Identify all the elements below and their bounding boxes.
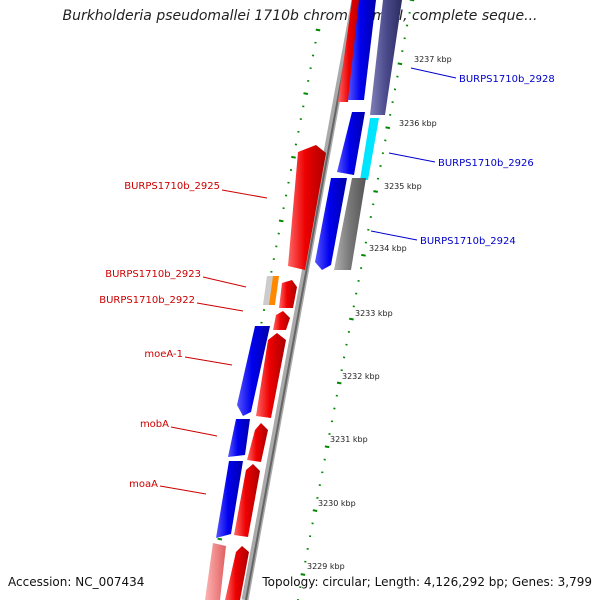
gene-BURPS1710b_2928[interactable] xyxy=(370,0,402,115)
gene-bottom-pink[interactable] xyxy=(205,543,226,600)
gene-red-mid[interactable] xyxy=(247,423,268,462)
topology-summary: Topology: circular; Length: 4,126,292 bp… xyxy=(262,575,592,589)
tick-mark xyxy=(324,445,330,449)
gene-label-mobA[interactable]: mobA xyxy=(140,419,169,430)
kbp-label: 3237 kbp xyxy=(414,55,452,64)
gene-mobA[interactable] xyxy=(228,419,250,457)
tick-mark xyxy=(397,62,403,66)
gene-BURPS1710b_2926[interactable] xyxy=(360,118,379,180)
kbp-label: 3231 kbp xyxy=(330,435,368,444)
kbp-label: 3235 kbp xyxy=(384,182,422,191)
gene-label-BURPS1710b_2928[interactable]: BURPS1710b_2928 xyxy=(459,74,555,85)
left-gene-labels: BURPS1710b_2925 BURPS1710b_2923 BURPS171… xyxy=(99,181,268,495)
gene-BURPS1710b_2924-blue[interactable] xyxy=(315,178,347,270)
tick-mark xyxy=(303,92,309,95)
tick-mark xyxy=(291,155,296,159)
tick-mark xyxy=(349,317,354,321)
kbp-label: 3229 kbp xyxy=(307,562,345,571)
gene-label-BURPS1710b_2925[interactable]: BURPS1710b_2925 xyxy=(124,181,220,192)
tick-mark xyxy=(312,509,318,512)
tick-mark xyxy=(315,28,321,32)
gene-moaA[interactable] xyxy=(216,461,243,538)
gene-label-BURPS1710b_2923[interactable]: BURPS1710b_2923 xyxy=(105,269,201,280)
gene-red-long[interactable] xyxy=(256,333,286,418)
tick-mark xyxy=(336,381,342,385)
kbp-scale: 3237 kbp 3236 kbp 3235 kbp 3234 kbp 3233… xyxy=(307,55,452,571)
right-gene-labels: BURPS1710b_2928 BURPS1710b_2926 BURPS171… xyxy=(370,67,555,247)
map-title: Burkholderia pseudomallei 1710b chromoso… xyxy=(62,8,538,24)
kbp-label: 3232 kbp xyxy=(342,372,380,381)
gene-label-moeA-1[interactable]: moeA-1 xyxy=(144,349,183,360)
gene-BURPS1710b_2924[interactable] xyxy=(334,178,366,270)
gene-BURPS1710b_2926-blue[interactable] xyxy=(337,112,365,175)
tick-mark xyxy=(300,573,306,576)
gene-BURPS1710b_2927-upper[interactable] xyxy=(338,0,362,102)
gene-label-BURPS1710b_2924[interactable]: BURPS1710b_2924 xyxy=(420,236,516,247)
reverse-strand-genes xyxy=(225,0,362,600)
gene-blue-top[interactable] xyxy=(348,0,376,100)
gene-moeA-1[interactable] xyxy=(237,326,270,416)
gene-label-moaA[interactable]: moaA xyxy=(129,479,158,490)
tick-mark xyxy=(278,219,284,223)
backbone xyxy=(241,0,359,600)
kbp-label: 3236 kbp xyxy=(399,119,437,128)
kbp-label: 3233 kbp xyxy=(355,309,393,318)
gene-BURPS1710b_2922[interactable] xyxy=(279,280,297,308)
tick-mark xyxy=(373,190,378,193)
kbp-label: 3234 kbp xyxy=(369,244,407,253)
gene-red-moaA[interactable] xyxy=(234,464,260,537)
tick-mark xyxy=(361,253,366,257)
gene-BURPS1710b_2923[interactable] xyxy=(263,276,274,305)
gene-BURPS1710b_2925[interactable] xyxy=(288,145,326,270)
gene-label-BURPS1710b_2922[interactable]: BURPS1710b_2922 xyxy=(99,295,195,306)
gene-red-small-1[interactable] xyxy=(273,311,290,330)
tick-mark xyxy=(385,126,391,130)
tick-mark xyxy=(217,537,223,541)
gene-BURPS1710b_2923-b[interactable] xyxy=(269,276,279,305)
gene-label-BURPS1710b_2926[interactable]: BURPS1710b_2926 xyxy=(438,158,534,169)
accession-text: Accession: NC_007434 xyxy=(8,575,145,589)
kbp-label: 3230 kbp xyxy=(318,499,356,508)
forward-strand-genes xyxy=(205,0,402,600)
gene-red-bottom[interactable] xyxy=(225,546,249,600)
